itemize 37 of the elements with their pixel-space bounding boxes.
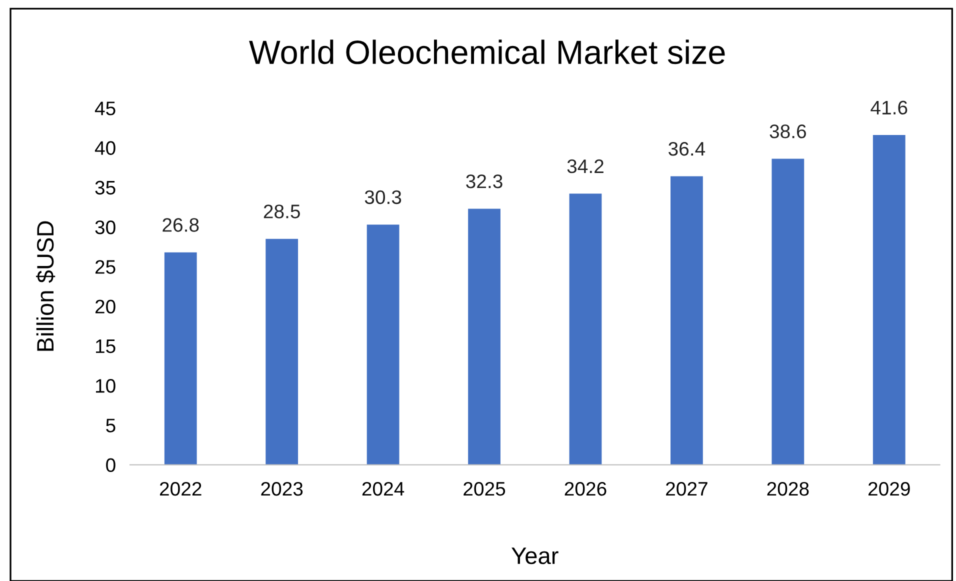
- x-tick-label: 2027: [666, 482, 708, 496]
- data-label: 28.5: [264, 204, 300, 218]
- data-label: 30.3: [364, 190, 402, 204]
- y-tick-label: 5: [106, 418, 116, 432]
- y-tick-label: 15: [96, 340, 116, 354]
- x-axis-title: Year: [512, 548, 558, 564]
- data-label: 36.4: [668, 142, 706, 156]
- y-tick-label: 0: [106, 458, 116, 472]
- bar: [872, 135, 906, 465]
- y-tick-label: 30: [95, 220, 116, 234]
- data-label: 32.3: [466, 174, 502, 188]
- y-tick-label: 10: [96, 378, 116, 393]
- data-label: 34.2: [567, 159, 604, 174]
- y-tick-label: 35: [95, 180, 116, 195]
- bar: [266, 238, 298, 465]
- chart-title: World Oleochemical Market size: [249, 40, 725, 64]
- y-tick-label: 40: [94, 141, 116, 155]
- bar: [164, 252, 197, 465]
- bar: [772, 158, 804, 465]
- x-tick-label: 2025: [464, 482, 506, 496]
- bar: [569, 194, 602, 465]
- x-tick-label: 2023: [261, 482, 303, 496]
- y-tick-label: 25: [95, 260, 116, 274]
- bar: [468, 208, 500, 465]
- y-axis-title: Billion $USD: [36, 221, 56, 351]
- x-tick-label: 2026: [564, 482, 606, 496]
- x-tick-label: 2028: [767, 482, 809, 496]
- x-tick-label: 2024: [362, 482, 404, 496]
- data-label: 41.6: [870, 100, 908, 115]
- x-tick-label: 2022: [160, 482, 202, 496]
- y-tick-label: 20: [95, 300, 116, 314]
- data-label: 26.8: [162, 218, 199, 232]
- x-tick-label: 2029: [868, 482, 910, 496]
- y-tick-label: 45: [94, 102, 116, 116]
- bar: [366, 224, 400, 465]
- bar: [670, 176, 703, 465]
- data-label: 38.6: [770, 124, 806, 138]
